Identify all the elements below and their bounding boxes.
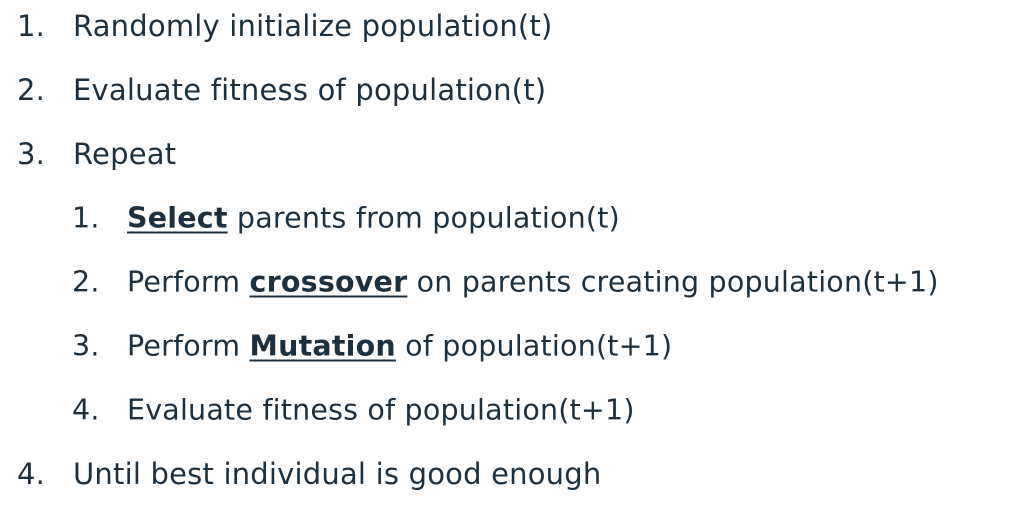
substep-number: 3. (72, 329, 100, 363)
keyword-mutation: Mutation (249, 329, 396, 363)
substep-text: Perform Mutation of population(t+1) (127, 330, 672, 363)
keyword-crossover: crossover (249, 265, 408, 299)
substep-number: 4. (72, 393, 100, 427)
step-text: Until best individual is good enough (73, 457, 602, 491)
substep-text-after: on parents creating population(t+1) (407, 265, 939, 299)
step-number: 1. (17, 9, 46, 43)
substep-text: Select parents from population(t) (127, 202, 620, 235)
keyword-select: Select (127, 201, 228, 235)
substep-text-before: Perform (127, 265, 250, 299)
step-text: Randomly initialize population(t) (73, 9, 553, 43)
step-number: 3. (17, 137, 46, 171)
substep-text-before: Perform (127, 329, 250, 363)
step-number: 2. (17, 73, 46, 107)
substep-number: 2. (72, 265, 100, 299)
step-text: Repeat (73, 137, 177, 171)
step-text: Evaluate fitness of population(t) (73, 73, 547, 107)
substep-text-after: of population(t+1) (395, 329, 673, 363)
substep-number: 1. (72, 201, 100, 235)
substep-text-after: parents from population(t) (227, 201, 620, 235)
substep-text: Perform crossover on parents creating po… (127, 266, 939, 299)
step-number: 4. (17, 457, 46, 491)
substep-text: Evaluate fitness of population(t+1) (127, 393, 635, 427)
